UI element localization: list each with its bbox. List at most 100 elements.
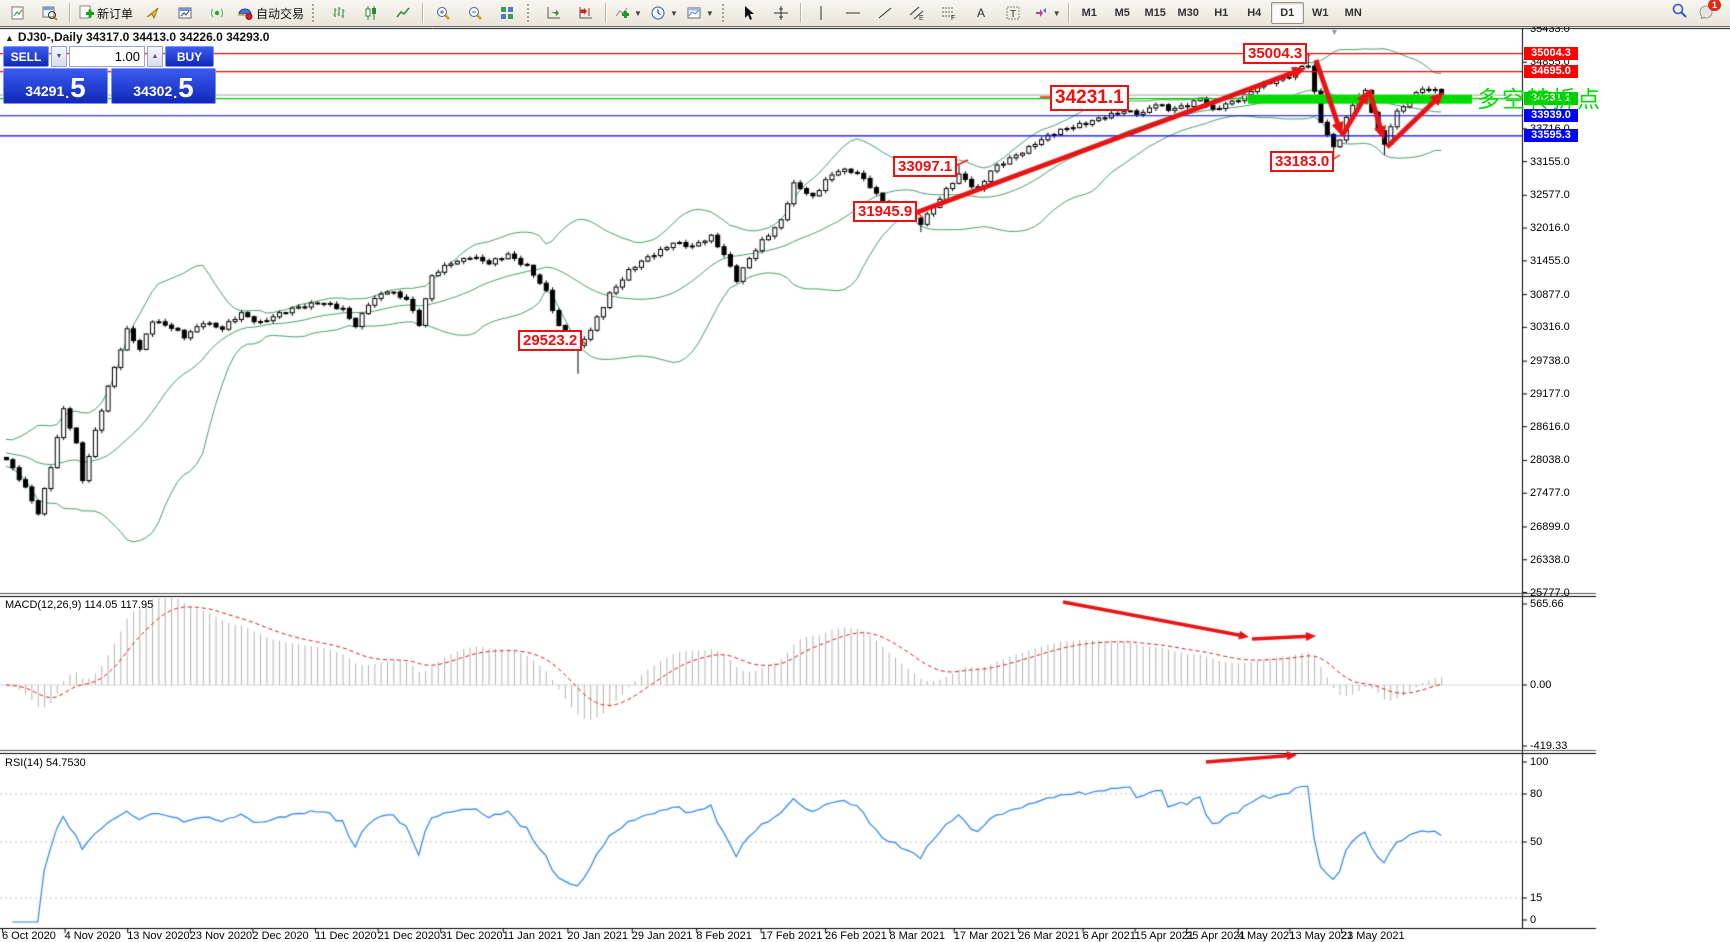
- toolbar-grip[interactable]: [527, 4, 534, 22]
- line-chart-button[interactable]: [387, 1, 419, 25]
- sell-button[interactable]: SELL: [3, 46, 49, 67]
- macd-label: MACD(12,26,9): [5, 599, 82, 611]
- chart-shift-marker-icon[interactable]: ▼: [1330, 27, 1339, 37]
- price-level-badge: 34231.1: [1524, 92, 1578, 106]
- rsi-value: 54.7530: [45, 757, 86, 769]
- toolbar-grip[interactable]: [721, 4, 729, 22]
- timeframe-m30[interactable]: M30: [1177, 7, 1199, 19]
- timeframe-m5[interactable]: M5: [1114, 7, 1130, 19]
- equidistant-channel-icon: E: [909, 6, 924, 21]
- profiles-button[interactable]: [34, 1, 66, 25]
- timeframe-d1[interactable]: D1: [1270, 2, 1304, 24]
- timeframe-w1[interactable]: W1: [1311, 7, 1329, 19]
- zoom-out-button[interactable]: [459, 1, 491, 25]
- rsi-label: RSI(14): [5, 757, 43, 769]
- hline-tool-button[interactable]: [837, 1, 869, 25]
- price-annotation[interactable]: 35004.3: [1243, 43, 1308, 65]
- volume-down-button[interactable]: ▼: [51, 46, 67, 67]
- candlestick-button[interactable]: [355, 1, 387, 25]
- volume-up-button[interactable]: ▲: [147, 46, 163, 67]
- sell-price[interactable]: 34291. 5: [3, 68, 108, 104]
- date-axis-label: 11 Jan 2021: [502, 930, 563, 942]
- autoscroll-button[interactable]: [538, 1, 570, 25]
- chart-shift-button[interactable]: [570, 1, 602, 25]
- text-tool-button[interactable]: A: [965, 1, 997, 25]
- timeframe-mn[interactable]: MN: [1344, 7, 1362, 19]
- price-annotation[interactable]: 33097.1: [893, 156, 958, 178]
- macd-axis-label: -419.33: [1530, 740, 1568, 752]
- date-axis-label: 15 Apr 2021: [1134, 930, 1194, 942]
- price-axis-label: 28616.0: [1530, 420, 1570, 433]
- timeframe-m15[interactable]: M15: [1144, 7, 1166, 19]
- bar-chart-button[interactable]: [323, 1, 355, 25]
- crosshair-icon: [773, 6, 788, 20]
- timeframe-h1[interactable]: H1: [1214, 7, 1229, 19]
- signal-button[interactable]: [201, 1, 233, 25]
- cursor-tool-button[interactable]: [733, 1, 765, 25]
- date-axis-label: 23 Nov 2020: [189, 930, 253, 942]
- svg-text:E: E: [919, 15, 924, 21]
- label-tool-button[interactable]: T: [997, 1, 1029, 25]
- autotrading-button[interactable]: 自动交易: [233, 1, 308, 25]
- search-button[interactable]: [1671, 2, 1688, 24]
- notification-button[interactable]: 1: [1698, 0, 1721, 24]
- price-annotation[interactable]: 31945.9: [853, 201, 918, 223]
- channel-tool-button[interactable]: E: [901, 1, 933, 25]
- trendline-tool-button[interactable]: [869, 1, 901, 25]
- price-level-badge: 33939.0: [1524, 109, 1578, 123]
- toolbar-separator: [1067, 3, 1070, 23]
- price-annotation[interactable]: 33183.0: [1270, 151, 1335, 173]
- arrow-shapes-icon: [1035, 8, 1046, 17]
- fibonacci-tool-button[interactable]: F: [933, 1, 965, 25]
- vline-tool-button[interactable]: [805, 1, 837, 25]
- timeframe-h4[interactable]: H4: [1247, 7, 1262, 19]
- toolbar-grip[interactable]: [312, 4, 319, 22]
- candlestick-icon: [365, 6, 377, 20]
- buy-price-main: 34302: [133, 83, 173, 99]
- tile-windows-icon: [501, 7, 514, 19]
- price-axis-label: 31455.0: [1530, 254, 1570, 267]
- timeframe-group: M1 M5 M15 M30 H1 H4 D1 W1 MN: [1073, 2, 1370, 24]
- periods-button[interactable]: ▼: [646, 1, 682, 25]
- line-chart-icon: [396, 7, 410, 18]
- rsi-axis-label: 80: [1530, 788, 1543, 800]
- horizontal-line-icon: [845, 12, 860, 14]
- buy-price[interactable]: 34302. 5: [111, 68, 216, 104]
- zoom-out-icon: [469, 7, 482, 20]
- date-axis-label: 26 Mar 2021: [1018, 930, 1080, 942]
- price-axis-label: 29738.0: [1530, 355, 1570, 368]
- cursor-icon: [744, 6, 754, 20]
- notification-count-badge: 1: [1707, 0, 1721, 11]
- trend-note-text[interactable]: 多空转折点: [1477, 86, 1602, 112]
- market-window-button[interactable]: [169, 1, 201, 25]
- templates-icon: [687, 7, 701, 19]
- price-axis-label: 32016.0: [1530, 222, 1570, 235]
- new-order-icon: [79, 5, 94, 19]
- crosshair-tool-button[interactable]: [765, 1, 797, 25]
- shapes-tool-button[interactable]: ▼: [1029, 1, 1065, 25]
- tile-windows-button[interactable]: [491, 1, 523, 25]
- new-order-button[interactable]: 新订单: [74, 1, 137, 25]
- one-click-trading-panel: SELL ▼ ▲ BUY 34291.5 34302.5: [3, 46, 216, 104]
- volume-input[interactable]: [69, 46, 145, 67]
- autotrading-icon: [238, 8, 253, 20]
- collapse-triangle-icon[interactable]: ▲: [5, 33, 14, 43]
- periods-clock-icon: [651, 6, 665, 20]
- timeframe-m1[interactable]: M1: [1081, 7, 1097, 19]
- chart-title-text: DJ30-,Daily 34317.0 34413.0 34226.0 3429…: [17, 30, 270, 44]
- new-chart-button[interactable]: [2, 1, 34, 25]
- buy-button[interactable]: BUY: [165, 46, 214, 67]
- indicators-button[interactable]: ▼: [610, 1, 646, 25]
- rsi-axis-label: 15: [1530, 892, 1543, 904]
- zoom-in-button[interactable]: [427, 1, 459, 25]
- svg-text:T: T: [1010, 9, 1016, 20]
- rsi-indicator-label: RSI(14) 54.7530: [5, 757, 86, 769]
- templates-button[interactable]: ▼: [682, 1, 718, 25]
- quotes-dart-button[interactable]: [137, 1, 169, 25]
- price-axis-label: 25777.0: [1530, 586, 1570, 599]
- price-annotation[interactable]: 29523.2: [518, 330, 583, 352]
- price-annotation[interactable]: 34231.1: [1050, 85, 1129, 111]
- rsi-axis-label: 100: [1530, 756, 1549, 768]
- date-axis-label: 20 Jan 2021: [567, 930, 628, 942]
